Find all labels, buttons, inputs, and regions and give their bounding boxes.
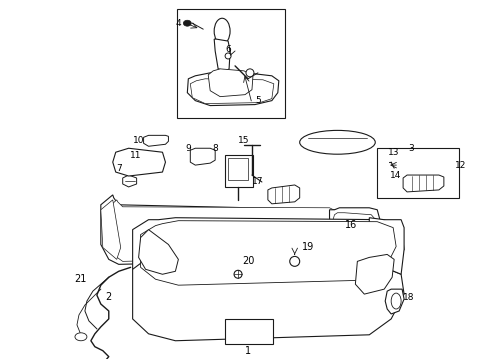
Text: 5: 5 (255, 96, 261, 105)
Text: 13: 13 (389, 148, 400, 157)
Text: 17: 17 (252, 177, 264, 186)
Polygon shape (141, 221, 396, 285)
Polygon shape (333, 213, 377, 251)
Text: 10: 10 (133, 136, 145, 145)
Text: 4: 4 (175, 19, 181, 28)
Bar (377, 148, 459, 198)
Bar (225, 319, 273, 344)
Polygon shape (385, 289, 404, 314)
Text: 19: 19 (301, 243, 314, 252)
Polygon shape (101, 200, 121, 260)
Text: 3: 3 (408, 144, 414, 153)
Text: 16: 16 (345, 220, 358, 230)
Polygon shape (133, 257, 404, 341)
Text: 14: 14 (390, 171, 401, 180)
Polygon shape (214, 39, 230, 71)
Ellipse shape (234, 270, 242, 278)
Polygon shape (113, 148, 166, 176)
Ellipse shape (75, 333, 87, 341)
Bar (228, 158, 248, 180)
Polygon shape (139, 230, 178, 274)
Polygon shape (190, 79, 274, 104)
Text: 20: 20 (242, 256, 254, 266)
Polygon shape (101, 195, 349, 264)
Polygon shape (122, 175, 137, 187)
Text: 21: 21 (75, 274, 87, 284)
Polygon shape (187, 73, 279, 105)
Text: 15: 15 (238, 136, 250, 145)
Text: 2: 2 (106, 292, 112, 302)
Bar (177, 9, 285, 118)
Bar (225, 155, 253, 187)
Polygon shape (208, 69, 253, 96)
Text: 11: 11 (130, 151, 142, 160)
Ellipse shape (183, 20, 191, 26)
Ellipse shape (300, 130, 375, 154)
Ellipse shape (391, 293, 401, 309)
Text: 6: 6 (225, 45, 231, 54)
Ellipse shape (225, 53, 231, 59)
Polygon shape (369, 218, 404, 274)
Ellipse shape (290, 256, 300, 266)
Text: 8: 8 (212, 144, 218, 153)
Polygon shape (133, 218, 404, 291)
Text: 18: 18 (403, 293, 415, 302)
Ellipse shape (214, 18, 230, 44)
Polygon shape (144, 135, 169, 146)
Polygon shape (106, 200, 342, 261)
Polygon shape (190, 148, 215, 165)
Text: 7: 7 (116, 163, 122, 172)
Ellipse shape (246, 69, 254, 77)
Polygon shape (403, 175, 444, 192)
Text: 9: 9 (185, 144, 191, 153)
Polygon shape (329, 208, 381, 255)
Polygon shape (355, 255, 394, 294)
Text: 1: 1 (245, 346, 251, 356)
Text: 12: 12 (455, 161, 466, 170)
Polygon shape (268, 185, 300, 204)
